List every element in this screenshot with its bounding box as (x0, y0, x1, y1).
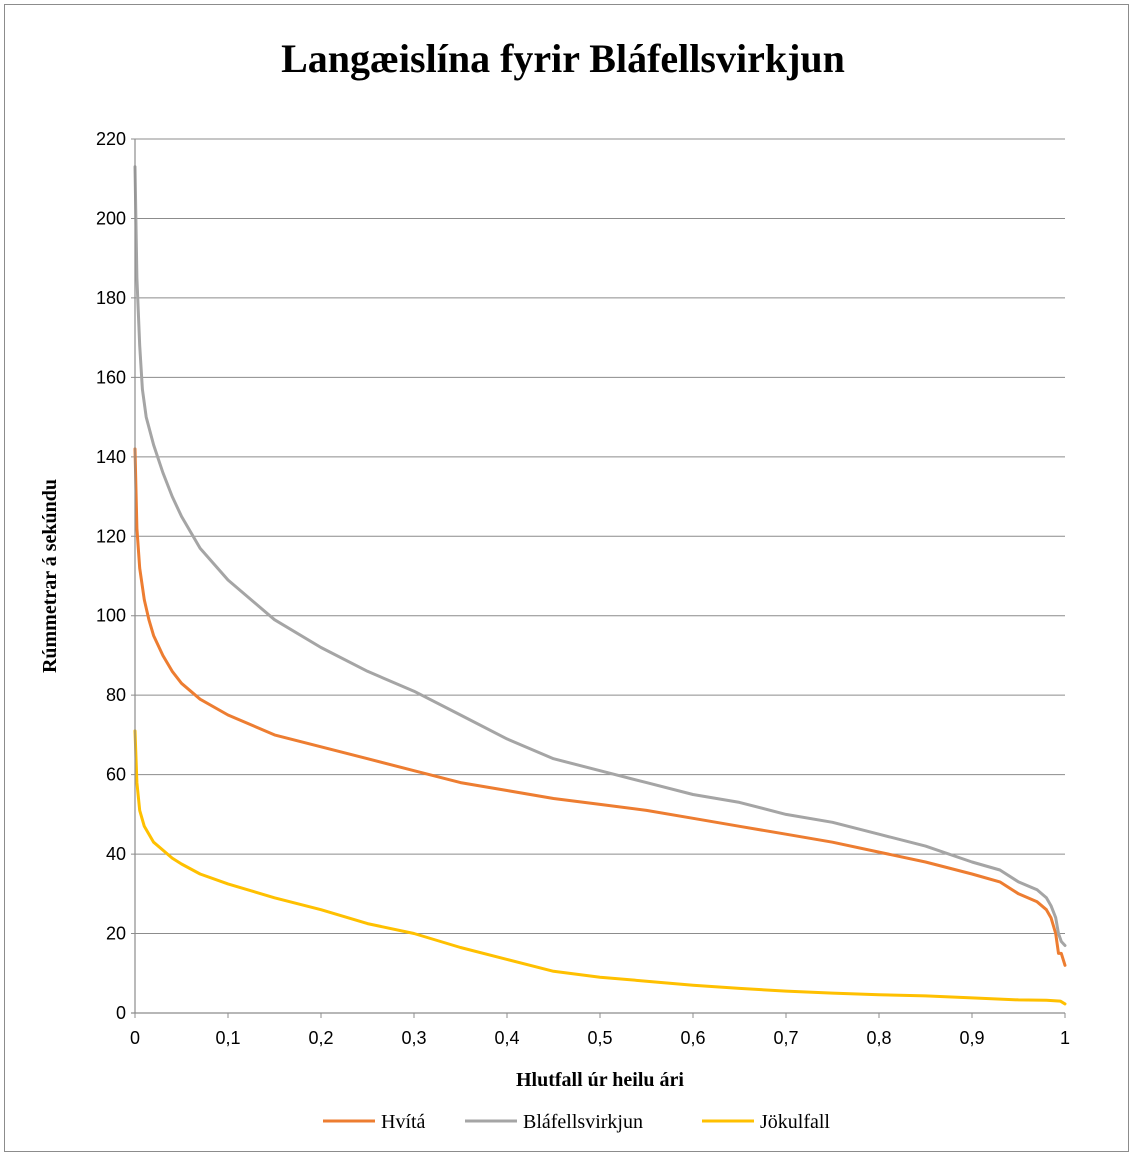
x-tick-label: 0 (130, 1028, 140, 1048)
x-tick-label: 0,5 (587, 1028, 612, 1048)
x-tick-label: 0,3 (401, 1028, 426, 1048)
y-tick-label: 140 (96, 447, 126, 467)
y-tick-label: 80 (106, 685, 126, 705)
legend-label: Bláfellsvirkjun (523, 1111, 643, 1133)
y-tick-label: 200 (96, 208, 126, 228)
y-tick-label: 100 (96, 606, 126, 626)
y-tick-label: 60 (106, 765, 126, 785)
legend: Hvítá Bláfellsvirkjun Jökulfall (323, 1111, 830, 1133)
x-tick-label: 0,6 (680, 1028, 705, 1048)
x-tick-label: 0,8 (866, 1028, 891, 1048)
x-axis-title: Hlutfall úr heilu ári (516, 1069, 684, 1091)
chart-title: Langæislína fyrir Bláfellsvirkjun (281, 36, 845, 81)
chart-frame: Langæislína fyrir Bláfellsvirkjun 0 20 40 6… (4, 4, 1129, 1152)
x-tick-label: 0,1 (215, 1028, 240, 1048)
y-tick-label: 0 (116, 1003, 126, 1023)
series-line-2 (133, 165, 1067, 947)
x-tick-label: 0,7 (773, 1028, 798, 1048)
y-tick-label: 120 (96, 526, 126, 546)
series-line-1 (133, 447, 1067, 967)
series-line-3 (133, 729, 1067, 1006)
legend-label: Hvítá (381, 1111, 426, 1133)
y-tick-label: 180 (96, 288, 126, 308)
x-tick-label: 0,4 (494, 1028, 519, 1048)
y-axis-title: Rúmmetrar á sekúndu (39, 479, 61, 673)
y-tick-label: 160 (96, 367, 126, 387)
x-tick-label: 0,2 (308, 1028, 333, 1048)
line-chart: Langæislína fyrir Bláfellsvirkjun 0 20 40 6… (39, 36, 1070, 1133)
x-tick-label: 1 (1060, 1028, 1070, 1048)
legend-label: Jökulfall (760, 1111, 830, 1133)
gridlines (131, 138, 1066, 1018)
x-tick-label: 0,9 (959, 1028, 984, 1048)
tick-labels: 0 20 40 60 80 100 120 140 160 180 200 220 0 0,1 0,2 0,3… (96, 129, 1070, 1048)
y-tick-label: 220 (96, 129, 126, 149)
y-tick-label: 40 (106, 844, 126, 864)
series-lines (133, 165, 1067, 1006)
y-tick-label: 20 (106, 924, 126, 944)
